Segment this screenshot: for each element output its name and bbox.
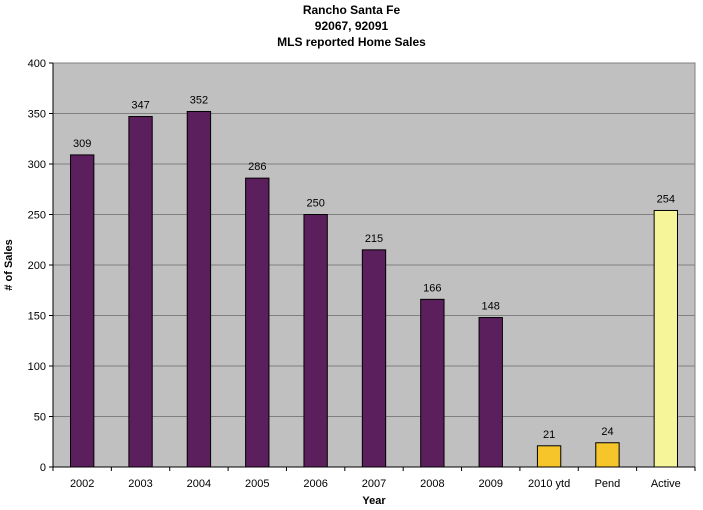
bar-2007 [361, 249, 387, 468]
data-label: 352 [190, 94, 208, 106]
x-tick-label: 2003 [128, 478, 152, 490]
bar-2008 [420, 298, 445, 468]
y-tick-label: 300 [28, 159, 46, 171]
y-tick-label: 350 [28, 109, 46, 121]
x-tick-label: 2007 [362, 478, 386, 490]
bar-pend [595, 442, 620, 468]
data-labels: 309 347 352 286 250 215 166 148 21 24 254 [73, 94, 675, 440]
x-tick-label: Pend [595, 478, 621, 490]
x-tick-label: 2005 [245, 478, 269, 490]
data-label: 250 [306, 198, 324, 210]
y-axis-title: # of Sales [3, 239, 15, 290]
data-label: 24 [601, 426, 613, 438]
x-tick-label: 2010 ytd [528, 478, 570, 490]
chart-title-line-2: 92067, 92091 [314, 19, 389, 33]
data-label: 347 [131, 100, 149, 112]
bars [70, 110, 678, 468]
y-tick-label: 400 [28, 58, 46, 70]
bar-2006 [303, 214, 328, 468]
bar-2005 [245, 177, 270, 468]
x-tick-labels: 2002 2003 2004 2005 2006 2007 2008 2009 2010 ytd… [52, 467, 696, 490]
bar-2003 [128, 116, 153, 468]
data-label: 148 [482, 301, 500, 313]
y-tick-labels: 0 50 100 150 200 250 300 350 400 [28, 58, 53, 474]
bar-2010-ytd [536, 445, 562, 468]
bar-active [653, 209, 678, 468]
x-tick-label: 2008 [420, 478, 444, 490]
y-tick-label: 150 [28, 311, 46, 323]
chart-title-line-3: MLS reported Home Sales [277, 35, 426, 49]
x-tick-label: 2006 [303, 478, 327, 490]
y-tick-label: 100 [28, 361, 46, 373]
bar-2002 [70, 154, 95, 468]
x-tick-label: 2002 [70, 478, 94, 490]
x-tick-label: 2004 [187, 478, 211, 490]
data-label: 254 [657, 193, 675, 205]
chart-title-line-1: Rancho Santa Fe [302, 3, 401, 17]
x-tick-label: Active [651, 478, 681, 490]
y-tick-label: 50 [34, 412, 46, 424]
data-label: 21 [543, 429, 555, 441]
data-label: 286 [248, 161, 266, 173]
data-label: 215 [365, 233, 383, 245]
y-tick-label: 0 [40, 462, 46, 474]
data-label: 309 [73, 138, 91, 150]
y-tick-label: 250 [28, 210, 46, 222]
data-label: 166 [423, 282, 441, 294]
x-axis-title: Year [362, 495, 386, 507]
chart-title: Rancho Santa Fe 92067, 92091 MLS reporte… [0, 2, 703, 50]
bar-2004 [186, 110, 212, 468]
y-tick-label: 200 [28, 260, 46, 272]
x-tick-label: 2009 [478, 478, 502, 490]
bar-2009 [478, 317, 503, 468]
